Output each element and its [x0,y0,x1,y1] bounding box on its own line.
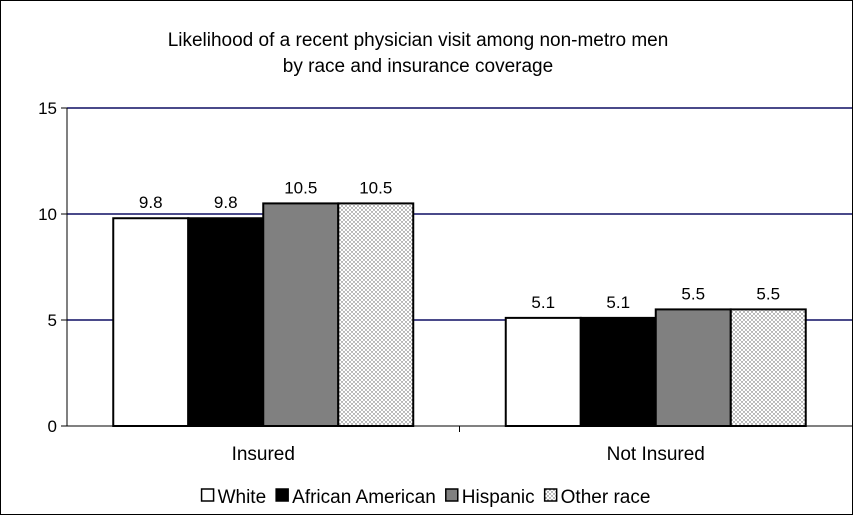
legend-label: African American [292,487,436,508]
y-tick-label: 0 [48,417,57,436]
data-label: 10.5 [359,178,392,197]
data-label: 10.5 [284,178,317,197]
bar [112,217,190,427]
legend-swatch [445,488,459,502]
legend-swatch [200,488,215,502]
data-label: 5.1 [606,293,630,312]
legend-swatch [543,488,558,502]
bar [579,316,657,428]
y-tick-label: 5 [48,311,57,330]
data-label: 5.1 [531,293,555,312]
legend-label: Other race [561,487,651,508]
legend-swatch [275,488,289,502]
chart-title: Likelihood of a recent physician visit a… [168,30,669,51]
bar [729,308,807,427]
bar [262,202,340,427]
bar [654,308,732,427]
bar [187,217,265,427]
data-label: 5.5 [756,284,780,303]
data-label: 5.5 [681,284,705,303]
legend-label: Hispanic [462,487,535,508]
bar [504,316,582,428]
bar [337,202,415,427]
data-label: 9.8 [214,193,238,212]
x-category-label: Insured [232,444,295,465]
x-category-label: Not Insured [607,444,705,465]
y-tick-label: 10 [38,205,57,224]
y-tick-label: 15 [38,99,57,118]
data-label: 9.8 [139,193,163,212]
legend-label: White [218,487,267,508]
chart-subtitle: by race and insurance coverage [283,56,553,77]
